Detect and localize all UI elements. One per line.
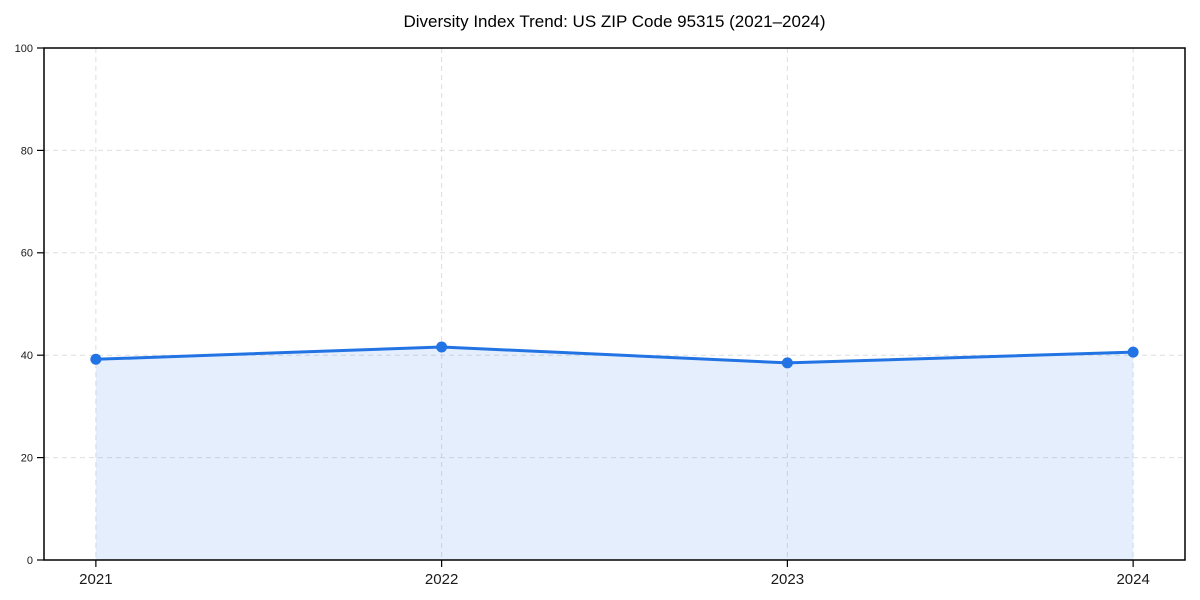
y-tick-label: 20 — [21, 452, 33, 464]
data-point-marker — [1127, 346, 1139, 358]
x-tick-label: 2021 — [79, 571, 112, 588]
trend-line — [94, 345, 1135, 365]
plot-frame — [43, 47, 1186, 561]
y-tick-label: 40 — [21, 350, 33, 362]
y-tick-label: 80 — [21, 145, 33, 157]
y-tick-label: 0 — [27, 555, 33, 567]
data-point-marker — [90, 353, 102, 365]
y-tick-label: 60 — [21, 248, 33, 260]
chart-title: Diversity Index Trend: US ZIP Code 95315… — [403, 12, 826, 31]
x-tick-label: 2024 — [1116, 571, 1149, 588]
data-point-marker — [436, 341, 448, 353]
data-point-marker — [781, 357, 793, 369]
x-tick-label: 2022 — [425, 571, 458, 588]
x-tick-label: 2023 — [771, 571, 804, 588]
y-tick-label: 100 — [15, 43, 33, 55]
area-fill — [95, 347, 1134, 560]
